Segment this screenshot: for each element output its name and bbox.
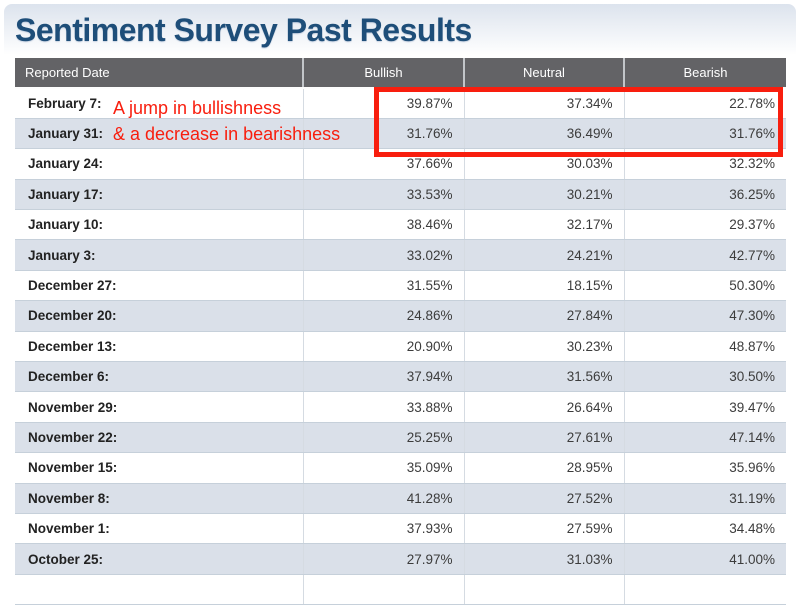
bearish-cell: 41.00% bbox=[623, 543, 786, 575]
neutral-cell: 28.95% bbox=[463, 452, 624, 484]
table-header-row: Reported Date Bullish Neutral Bearish bbox=[15, 58, 786, 89]
red-annotation: A jump in bullishness & a decrease in be… bbox=[113, 95, 340, 147]
date-cell: December 6: bbox=[15, 361, 303, 393]
bearish-cell: 39.47% bbox=[623, 391, 786, 423]
table-header: Reported Date Bullish Neutral Bearish bbox=[15, 58, 786, 89]
neutral-cell: 31.03% bbox=[463, 543, 624, 575]
table-row: December 20: 24.86% 27.84% 47.30% bbox=[15, 300, 786, 332]
column-header-reported-date: Reported Date bbox=[15, 58, 303, 89]
table-row: December 6: 37.94% 31.56% 30.50% bbox=[15, 361, 786, 393]
table-row: October 25: 27.97% 31.03% 41.00% bbox=[15, 543, 786, 575]
bullish-cell: 35.09% bbox=[302, 452, 464, 484]
table-row: December 13: 20.90% 30.23% 48.87% bbox=[15, 331, 786, 363]
date-cell: January 24: bbox=[15, 148, 303, 180]
sentiment-results-table: Reported Date Bullish Neutral Bearish Fe… bbox=[15, 58, 786, 605]
neutral-cell: 32.17% bbox=[463, 209, 624, 241]
bullish-cell: 33.02% bbox=[302, 239, 464, 271]
table-row: January 17: 33.53% 30.21% 36.25% bbox=[15, 179, 786, 211]
neutral-cell bbox=[463, 574, 624, 605]
date-cell bbox=[15, 574, 303, 605]
bearish-cell: 47.14% bbox=[623, 422, 786, 454]
bullish-cell: 39.87% bbox=[302, 88, 464, 119]
neutral-cell: 26.64% bbox=[463, 391, 624, 423]
bullish-cell: 33.88% bbox=[302, 391, 464, 423]
bullish-cell: 31.55% bbox=[302, 270, 464, 302]
bullish-cell: 33.53% bbox=[302, 179, 464, 211]
bullish-cell: 20.90% bbox=[302, 331, 464, 363]
bearish-cell: 22.78% bbox=[623, 88, 786, 119]
bullish-cell: 31.76% bbox=[302, 118, 464, 150]
date-cell: October 25: bbox=[15, 543, 303, 575]
neutral-cell: 30.21% bbox=[463, 179, 624, 211]
table-row: February 7: 39.87% 37.34% 22.78% bbox=[15, 88, 786, 119]
date-cell: November 29: bbox=[15, 391, 303, 423]
date-cell: January 17: bbox=[15, 179, 303, 211]
neutral-cell: 27.59% bbox=[463, 513, 624, 545]
bearish-cell: 31.76% bbox=[623, 118, 786, 150]
date-cell: December 20: bbox=[15, 300, 303, 332]
column-header-bearish: Bearish bbox=[623, 58, 786, 89]
neutral-cell: 37.34% bbox=[463, 88, 624, 119]
page-title: Sentiment Survey Past Results bbox=[15, 12, 472, 48]
table-row: November 22: 25.25% 27.61% 47.14% bbox=[15, 422, 786, 454]
table-row: November 15: 35.09% 28.95% 35.96% bbox=[15, 452, 786, 484]
table-row: January 3: 33.02% 24.21% 42.77% bbox=[15, 239, 786, 271]
bullish-cell: 25.25% bbox=[302, 422, 464, 454]
date-cell: December 13: bbox=[15, 331, 303, 363]
table-row: November 29: 33.88% 26.64% 39.47% bbox=[15, 391, 786, 423]
bearish-cell bbox=[623, 574, 786, 605]
neutral-cell: 30.03% bbox=[463, 148, 624, 180]
bearish-cell: 30.50% bbox=[623, 361, 786, 393]
bullish-cell: 27.97% bbox=[302, 543, 464, 575]
table-row: January 10: 38.46% 32.17% 29.37% bbox=[15, 209, 786, 241]
table-row: November 8: 41.28% 27.52% 31.19% bbox=[15, 483, 786, 514]
date-cell: February 7: bbox=[15, 88, 303, 119]
date-cell: December 27: bbox=[15, 270, 303, 302]
table-body: February 7: 39.87% 37.34% 22.78% January 31:… bbox=[15, 88, 786, 605]
date-cell: January 3: bbox=[15, 239, 303, 271]
column-header-neutral: Neutral bbox=[463, 58, 624, 89]
bearish-cell: 32.32% bbox=[623, 148, 786, 180]
neutral-cell: 24.21% bbox=[463, 239, 624, 271]
bullish-cell: 37.94% bbox=[302, 361, 464, 393]
bullish-cell: 24.86% bbox=[302, 300, 464, 332]
table-row: November 1: 37.93% 27.59% 34.48% bbox=[15, 513, 786, 545]
date-cell: November 8: bbox=[15, 483, 303, 514]
bullish-cell bbox=[302, 574, 464, 605]
table-row: January 31: 31.76% 36.49% 31.76% bbox=[15, 118, 786, 150]
neutral-cell: 27.52% bbox=[463, 483, 624, 514]
bearish-cell: 50.30% bbox=[623, 270, 786, 302]
column-header-bullish: Bullish bbox=[302, 58, 464, 89]
bullish-cell: 37.93% bbox=[302, 513, 464, 545]
neutral-cell: 30.23% bbox=[463, 331, 624, 363]
neutral-cell: 36.49% bbox=[463, 118, 624, 150]
neutral-cell: 27.84% bbox=[463, 300, 624, 332]
bullish-cell: 38.46% bbox=[302, 209, 464, 241]
date-cell: January 10: bbox=[15, 209, 303, 241]
annotation-line-2: & a decrease in bearishness bbox=[113, 124, 341, 144]
bullish-cell: 41.28% bbox=[302, 483, 464, 514]
bullish-cell: 37.66% bbox=[302, 148, 464, 180]
bearish-cell: 29.37% bbox=[623, 209, 786, 241]
table-row-partial bbox=[15, 574, 786, 605]
annotation-line-1: A jump in bullishness bbox=[113, 98, 282, 118]
date-cell: November 1: bbox=[15, 513, 303, 545]
table-row: December 27: 31.55% 18.15% 50.30% bbox=[15, 270, 786, 302]
bearish-cell: 35.96% bbox=[623, 452, 786, 484]
date-cell: November 15: bbox=[15, 452, 303, 484]
neutral-cell: 31.56% bbox=[463, 361, 624, 393]
neutral-cell: 18.15% bbox=[463, 270, 624, 302]
date-cell: November 22: bbox=[15, 422, 303, 454]
header-gradient-band bbox=[4, 4, 796, 55]
bearish-cell: 34.48% bbox=[623, 513, 786, 545]
table-row: January 24: 37.66% 30.03% 32.32% bbox=[15, 148, 786, 180]
date-cell: January 31: bbox=[15, 118, 303, 150]
bearish-cell: 31.19% bbox=[623, 483, 786, 514]
neutral-cell: 27.61% bbox=[463, 422, 624, 454]
bearish-cell: 48.87% bbox=[623, 331, 786, 363]
bearish-cell: 47.30% bbox=[623, 300, 786, 332]
bearish-cell: 36.25% bbox=[623, 179, 786, 211]
bearish-cell: 42.77% bbox=[623, 239, 786, 271]
